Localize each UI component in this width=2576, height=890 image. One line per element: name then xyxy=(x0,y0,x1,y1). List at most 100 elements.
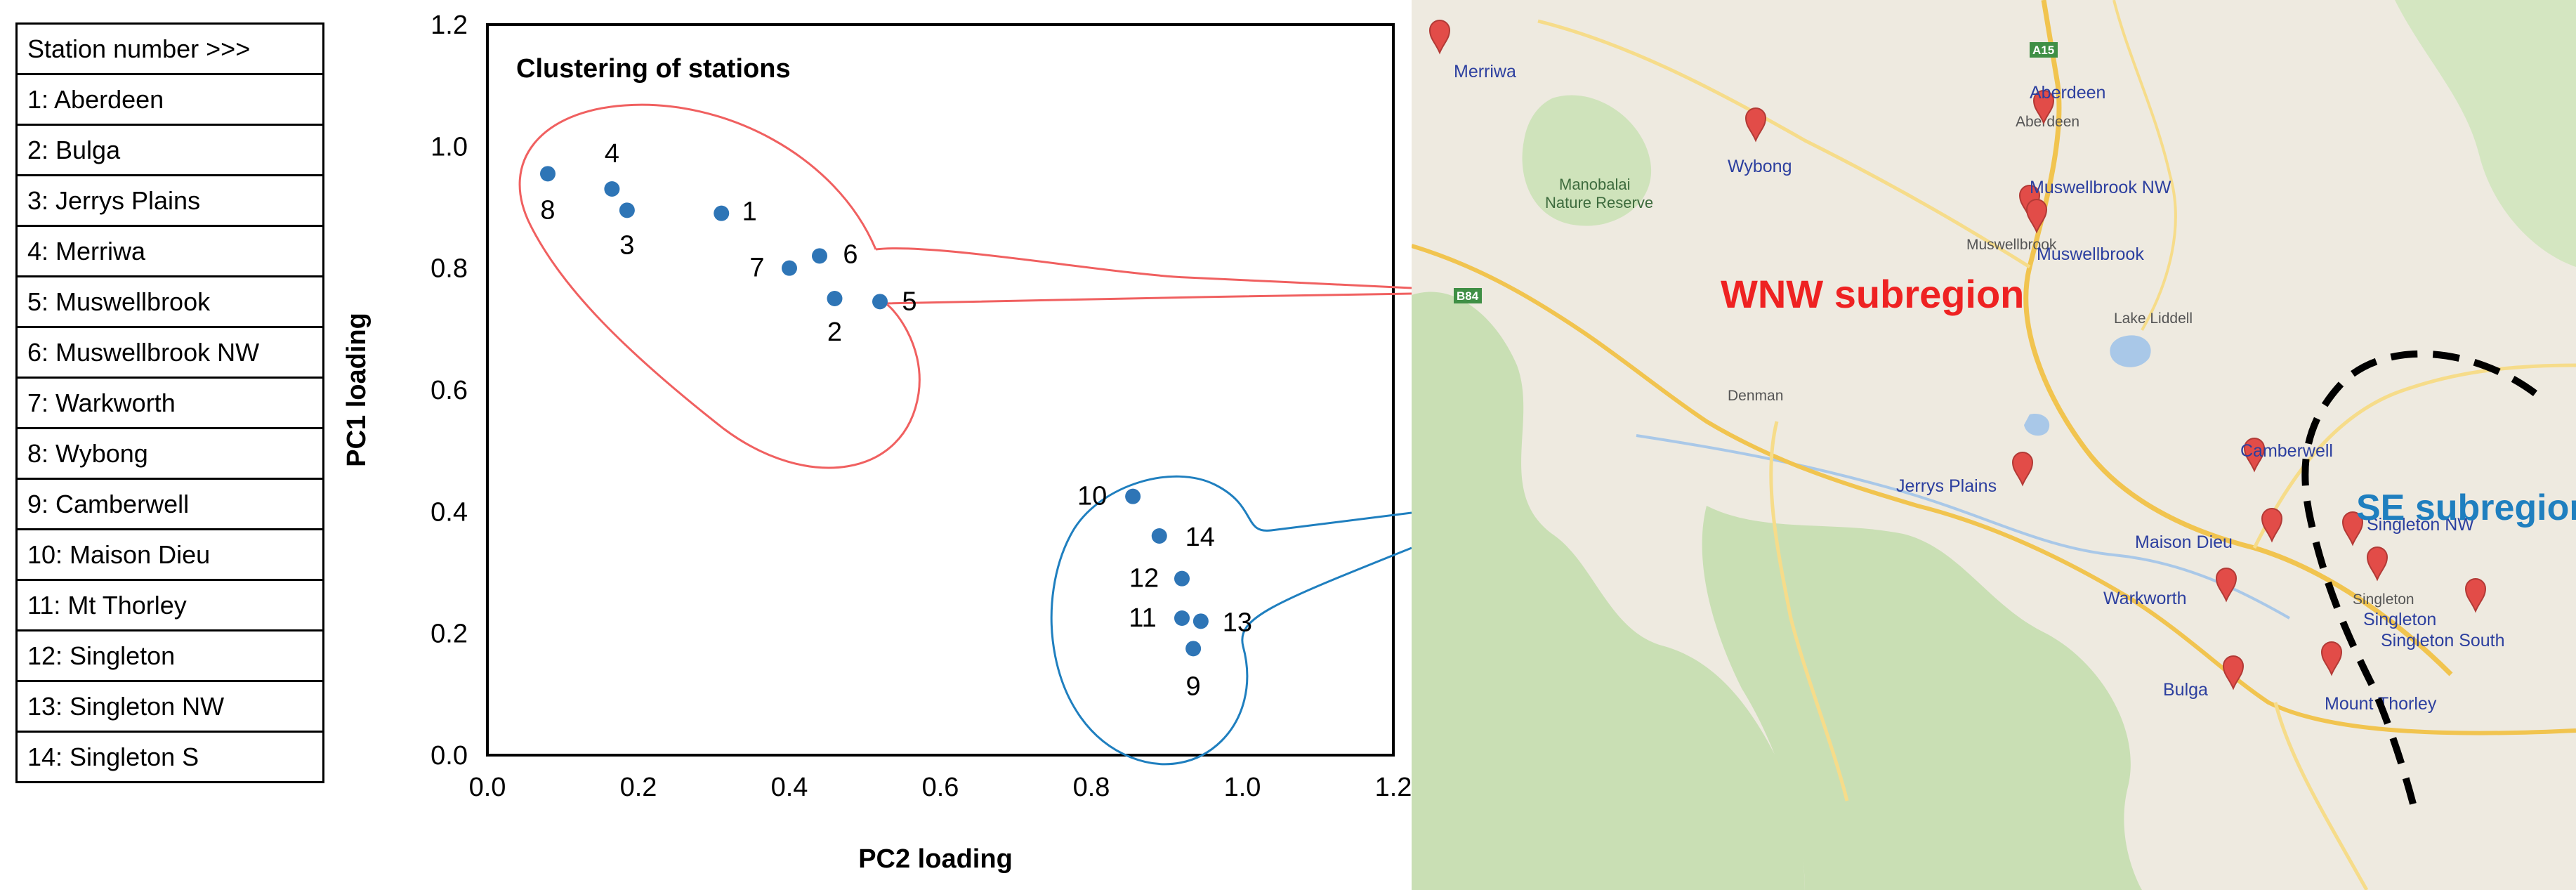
chart-title: Clustering of stations xyxy=(516,54,791,84)
map-marker-pin xyxy=(2464,578,2487,613)
station-name-cell: 5: Muswellbrook xyxy=(15,275,324,328)
station-table-row: 6: Muswellbrook NW xyxy=(15,326,324,379)
map-marker-pin xyxy=(2215,568,2237,603)
scatter-point-13 xyxy=(1192,613,1209,629)
map-place-label: Muswellbrook NW xyxy=(2030,178,2171,197)
scatter-point-1 xyxy=(714,205,730,221)
scatter-point-2 xyxy=(827,291,843,306)
wnw-cluster-outline xyxy=(518,103,1412,469)
map-place-label: Wybong xyxy=(1728,157,1792,176)
road-shield-b84: B84 xyxy=(1454,288,1482,303)
forest-area-north xyxy=(1522,95,1652,226)
map-label-lake-liddell: Lake Liddell xyxy=(2114,310,2193,327)
map-marker-pin xyxy=(2341,511,2364,547)
map-place-label: Muswellbrook xyxy=(2037,244,2144,264)
station-name-cell: 13: Singleton NW xyxy=(15,680,324,733)
map-marker-pin xyxy=(2366,547,2388,582)
station-table-row: 9: Camberwell xyxy=(15,478,324,530)
svg-text:Manobalai: Manobalai xyxy=(1559,176,1631,193)
scatter-point-7 xyxy=(782,260,797,276)
se-cluster-outline xyxy=(1050,475,1412,766)
x-axis-title: PC2 loading xyxy=(858,844,1013,874)
scatter-point-9 xyxy=(1185,641,1202,657)
lake-liddell xyxy=(2110,335,2151,367)
y-tick-label: 0.4 xyxy=(431,497,468,527)
svg-text:B84: B84 xyxy=(1457,289,1479,303)
svg-text:A15: A15 xyxy=(2032,44,2054,57)
scatter-point-4 xyxy=(604,181,620,197)
point-label-6: 6 xyxy=(843,240,857,269)
road-b84 xyxy=(1412,244,2576,735)
manobalai-reserve-label: Manobalai Nature Reserve xyxy=(1545,176,1653,211)
map-marker-pin xyxy=(1744,107,1767,143)
road-secondary-5 xyxy=(2112,0,2177,331)
point-label-13: 13 xyxy=(1223,608,1252,637)
point-label-3: 3 xyxy=(619,230,634,260)
map-place-label: Camberwell xyxy=(2240,441,2333,461)
station-table-header-row: Station number >>> xyxy=(15,22,324,75)
x-tick-label: 0.0 xyxy=(469,773,506,802)
subregion-boundary-dashed xyxy=(2301,350,2537,816)
y-axis-title: PC1 loading xyxy=(342,313,372,467)
scatter-point-3 xyxy=(619,202,635,218)
station-table-row: 4: Merriwa xyxy=(15,225,324,277)
station-legend-table: Station number >>> 1: Aberdeen 2: Bulga 3: … xyxy=(15,22,324,783)
station-name-cell: 10: Maison Dieu xyxy=(15,528,324,581)
forest-area-northeast xyxy=(2395,0,2576,267)
x-tick-label: 1.0 xyxy=(1224,773,1261,802)
scatter-point-11 xyxy=(1174,610,1190,626)
map-label-aberdeen-town: Aberdeen xyxy=(2016,114,2079,130)
x-tick-label: 0.8 xyxy=(1073,773,1110,802)
road-secondary-1 xyxy=(1537,19,2031,269)
map-marker-pin xyxy=(2222,655,2245,691)
plot-area-frame xyxy=(486,23,1395,757)
station-table-row: 1: Aberdeen xyxy=(15,73,324,126)
station-name-cell: 11: Mt Thorley xyxy=(15,579,324,631)
point-label-9: 9 xyxy=(1186,672,1201,701)
y-tick-label: 0.2 xyxy=(431,620,468,649)
map-marker-pin xyxy=(1428,20,1451,55)
station-name-cell: 7: Warkworth xyxy=(15,377,324,429)
point-label-2: 2 xyxy=(827,318,842,347)
y-axis-ticks: 0.0 0.2 0.4 0.6 0.8 1.0 1.2 xyxy=(431,11,468,771)
map-label-singleton-town: Singleton xyxy=(2353,591,2414,608)
station-table-row: 11: Mt Thorley xyxy=(15,579,324,631)
station-table-row: 14: Singleton S xyxy=(15,731,324,783)
station-table-row: 7: Warkworth xyxy=(15,377,324,429)
y-tick-label: 0.6 xyxy=(431,376,468,405)
svg-text:Nature Reserve: Nature Reserve xyxy=(1545,194,1653,211)
scatter-point-8 xyxy=(540,166,556,182)
map-marker-pin xyxy=(2032,90,2055,125)
scatter-point-14 xyxy=(1151,528,1167,544)
point-label-11: 11 xyxy=(1129,603,1156,633)
station-name-cell: 12: Singleton xyxy=(15,629,324,682)
x-tick-label: 1.2 xyxy=(1375,773,1412,802)
forest-area-central xyxy=(1702,506,2142,890)
scatter-point-5 xyxy=(872,294,888,310)
station-table-row: 3: Jerrys Plains xyxy=(15,174,324,227)
map-place-label: Aberdeen xyxy=(2030,83,2105,103)
point-label-5: 5 xyxy=(902,287,916,316)
wnw-subregion-label: WNW subregion xyxy=(1721,272,2024,316)
point-label-8: 8 xyxy=(540,195,555,225)
station-table-row: 5: Muswellbrook xyxy=(15,275,324,328)
road-shield-a15: A15 xyxy=(2030,42,2058,58)
station-table-row: 2: Bulga xyxy=(15,124,324,176)
station-name-cell: 8: Wybong xyxy=(15,427,324,480)
scatter-point-10 xyxy=(1125,488,1141,504)
x-axis-ticks: 0.0 0.2 0.4 0.6 0.8 1.0 1.2 xyxy=(469,773,1412,802)
scatter-point-12 xyxy=(1174,570,1190,587)
road-secondary-2 xyxy=(1769,421,1849,801)
station-table-row: 12: Singleton xyxy=(15,629,324,682)
y-tick-label: 0.0 xyxy=(431,741,468,771)
map-place-label: Singleton South xyxy=(2381,631,2505,650)
se-subregion-label: SE subregion xyxy=(2356,487,2576,528)
station-table-row: 8: Wybong xyxy=(15,427,324,480)
station-name-cell: 6: Muswellbrook NW xyxy=(15,326,324,379)
map-place-label: Singleton xyxy=(2363,610,2436,629)
y-tick-label: 0.8 xyxy=(431,254,468,284)
scatter-point-6 xyxy=(812,248,827,264)
station-name-cell: 3: Jerrys Plains xyxy=(15,174,324,227)
point-label-12: 12 xyxy=(1129,564,1159,594)
